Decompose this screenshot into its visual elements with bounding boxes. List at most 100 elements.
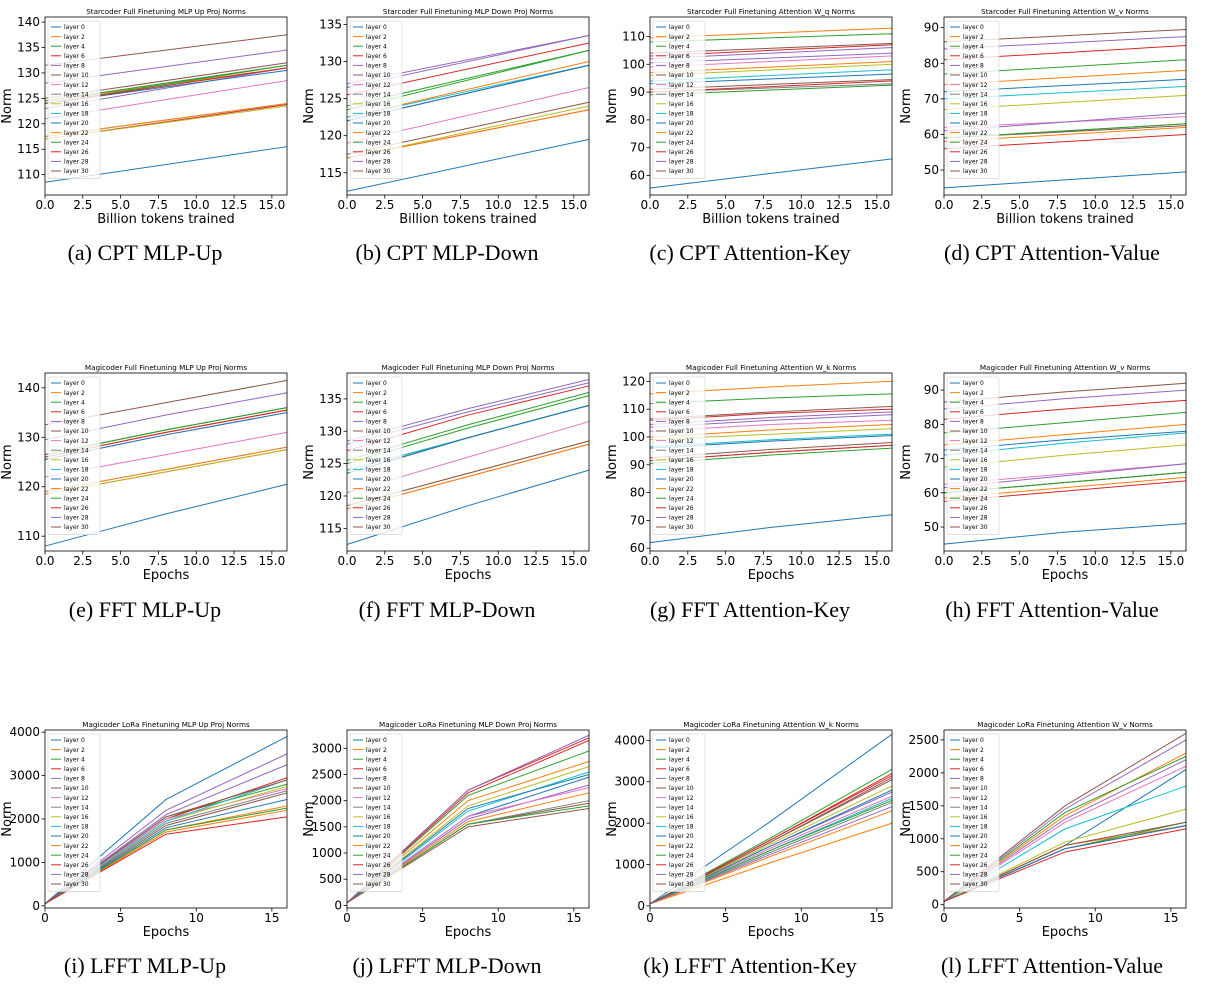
x-tick-label: 7.5 [754,198,773,212]
y-tick-label: 4000 [9,725,40,739]
legend-entry: layer 16 [669,814,694,821]
legend-entry: layer 12 [64,795,89,802]
y-tick-label: 130 [17,430,40,444]
legend-entry: layer 18 [963,111,988,118]
chart-title: Magicoder LoRa Finetuning Attention W_k … [683,720,859,729]
legend-entry: layer 10 [366,428,391,435]
x-tick-label: 15 [566,911,581,925]
y-tick-label: 2000 [614,816,645,830]
legend-entry: layer 24 [366,139,391,146]
legend-entry: layer 16 [366,814,391,821]
plot-frame [44,16,288,196]
legend-entry: layer 2 [963,390,984,397]
legend-entry: layer 22 [64,843,89,850]
legend-entry: layer 16 [963,814,988,821]
y-tick-label: 70 [924,452,939,466]
y-tick-label: 90 [630,85,645,99]
plot-frame [649,372,893,552]
x-tick-label: 0.0 [934,198,953,212]
y-tick-label: 125 [319,92,342,106]
x-tick-label: 10.0 [183,198,210,212]
x-tick-label: 5 [419,911,427,925]
x-tick-label: 15.0 [259,554,286,568]
chart-svg-j: Magicoder LoRa Finetuning MLP Down Proj … [302,720,590,940]
subfigure-caption: (d) CPT Attention-Value [944,240,1160,265]
y-tick-label: 1000 [614,858,645,872]
x-axis-label: Epochs [143,568,190,583]
chart-panel-f: Magicoder Full Finetuning MLP Down Proj … [302,361,599,599]
x-tick-label: 12.5 [1120,554,1147,568]
legend-entry: layer 28 [963,159,988,166]
legend-entry: layer 16 [669,101,694,108]
legend-entry: layer 8 [366,63,387,70]
y-tick-label: 2000 [311,794,342,808]
legend-entry: layer 8 [963,776,984,783]
x-tick-label: 7.5 [754,554,773,568]
x-tick-label: 7.5 [451,554,470,568]
chart-panel-j: Magicoder LoRa Finetuning MLP Down Proj … [302,718,599,956]
y-tick-label: 500 [319,872,342,886]
plot-frame [943,729,1187,909]
legend-entry: layer 28 [669,872,694,879]
legend-entry: layer 28 [64,159,89,166]
y-tick-label: 0 [334,898,342,912]
y-axis-label: Norm [899,444,914,479]
chart-svg-c: Starcoder Full Finetuning Attention W_q … [605,7,893,227]
x-tick-label: 0.0 [934,554,953,568]
legend-entry: layer 24 [64,139,89,146]
plot-frame [943,372,1187,552]
chart-svg-k: Magicoder LoRa Finetuning Attention W_k … [605,720,893,940]
legend-entry: layer 2 [963,747,984,754]
y-axis-label: Norm [302,444,317,479]
x-tick-label: 10 [491,911,506,925]
chart-svg-i: Magicoder LoRa Finetuning MLP Up Proj No… [0,720,288,940]
legend-entry: layer 26 [64,505,89,512]
x-tick-label: 15.0 [1158,198,1185,212]
legend-entry: layer 20 [366,476,391,483]
y-tick-label: 50 [924,163,939,177]
x-axis-label: Epochs [1042,568,1089,583]
legend-entry: layer 22 [64,486,89,493]
legend-entry: layer 30 [669,881,694,888]
legend-entry: layer 26 [64,149,89,156]
legend-entry: layer 6 [963,53,984,60]
legend-entry: layer 4 [64,399,85,406]
legend-entry: layer 6 [669,766,690,773]
legend-entry: layer 30 [64,881,89,888]
legend-box [652,733,706,892]
legend-entry: layer 0 [366,24,387,31]
legend-entry: layer 8 [963,63,984,70]
x-tick-label: 2.5 [375,198,394,212]
legend-box [652,376,706,535]
x-tick-label: 2.5 [73,554,92,568]
legend-entry: layer 2 [669,34,690,41]
subfigure-caption: (a) CPT MLP-Up [67,240,223,265]
legend-entry: layer 2 [963,34,984,41]
y-tick-label: 110 [622,29,645,43]
legend-entry: layer 20 [669,833,694,840]
legend-box [946,20,1000,179]
legend-entry: layer 30 [963,524,988,531]
legend-entry: layer 18 [366,467,391,474]
legend-entry: layer 4 [669,756,690,763]
legend-box [349,376,403,535]
legend-entry: layer 24 [64,852,89,859]
legend-entry: layer 8 [669,63,690,70]
legend-entry: layer 16 [669,457,694,464]
legend-entry: layer 12 [669,795,694,802]
legend-entry: layer 24 [963,139,988,146]
legend-entry: layer 10 [64,428,89,435]
y-tick-label: 1500 [311,820,342,834]
y-tick-label: 500 [916,865,939,879]
legend-entry: layer 20 [669,120,694,127]
y-axis-label: Norm [0,444,15,479]
x-tick-label: 7.5 [149,198,168,212]
legend-entry: layer 30 [64,168,89,175]
legend-entry: layer 24 [669,495,694,502]
x-axis-label: Billion tokens trained [97,212,234,227]
x-tick-label: 7.5 [451,198,470,212]
legend-entry: layer 12 [669,438,694,445]
y-tick-label: 115 [319,521,342,535]
y-tick-label: 140 [17,15,40,29]
legend-entry: layer 6 [64,766,85,773]
